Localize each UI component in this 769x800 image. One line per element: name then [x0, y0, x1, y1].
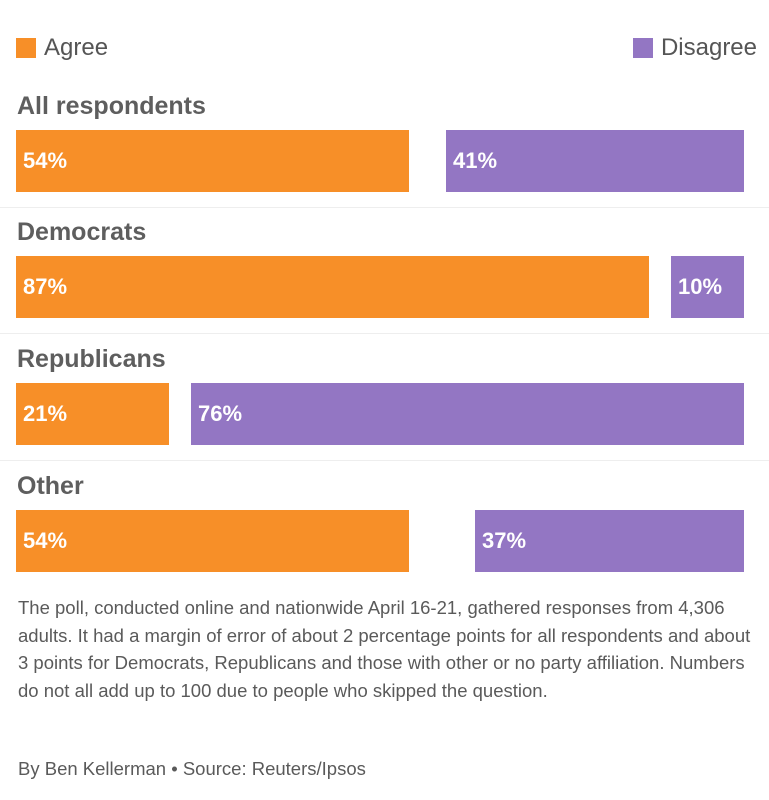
agree-swatch-icon — [16, 38, 36, 58]
bar-value-label: 10% — [678, 274, 723, 299]
legend-item-agree: Agree — [16, 34, 108, 62]
bar-value-label: 54% — [23, 148, 68, 173]
legend-label-agree: Agree — [44, 34, 109, 61]
category-label: All respondents — [17, 92, 206, 120]
bar-value-label: 37% — [482, 528, 527, 553]
bar-agree: 54% — [16, 130, 409, 192]
chart-legend: Agree Disagree — [0, 34, 769, 64]
bar-agree: 21% — [16, 383, 169, 445]
bar-value-label: 76% — [198, 401, 243, 426]
bar-value-label: 54% — [23, 528, 68, 553]
bar-disagree: 10% — [671, 256, 744, 318]
disagree-swatch-icon — [632, 38, 653, 58]
divider — [0, 333, 769, 334]
bar-agree: 87% — [16, 256, 649, 318]
bar-value-label: 21% — [23, 401, 68, 426]
category-label: Other — [17, 472, 84, 500]
bar-value-label: 41% — [453, 148, 498, 173]
methodology-note: The poll, conducted online and nationwid… — [18, 597, 751, 701]
divider — [0, 460, 769, 461]
group-other: Other 54% 37% — [0, 472, 769, 598]
category-label: Democrats — [17, 218, 147, 246]
legend-label-disagree: Disagree — [660, 34, 757, 61]
group-all-respondents: All respondents 54% 41% — [0, 92, 769, 218]
group-democrats: Democrats 87% 10% — [0, 218, 769, 344]
divider — [0, 207, 769, 208]
bar-disagree: 76% — [191, 383, 744, 445]
legend-item-disagree: Disagree — [632, 34, 757, 62]
bar-disagree: 37% — [475, 510, 744, 572]
bar-value-label: 87% — [23, 274, 68, 299]
credit-line: By Ben Kellerman • Source: Reuters/Ipsos — [18, 758, 366, 779]
category-label: Republicans — [17, 345, 166, 373]
group-republicans: Republicans 21% 76% — [0, 345, 769, 471]
bar-disagree: 41% — [446, 130, 744, 192]
bar-agree: 54% — [16, 510, 409, 572]
